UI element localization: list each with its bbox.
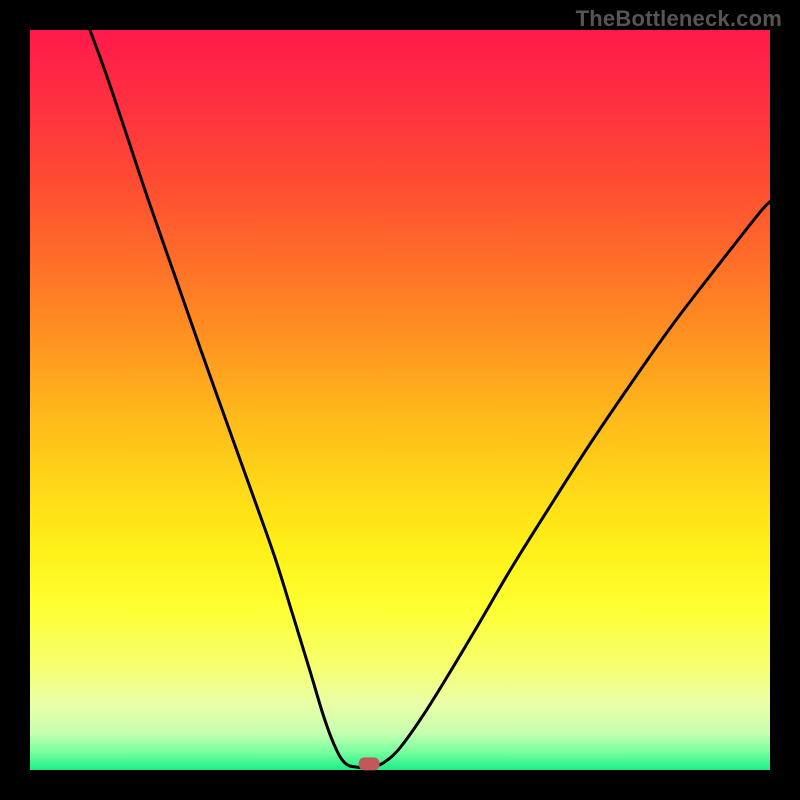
plot-area [30,30,770,770]
optimum-marker [359,757,380,770]
watermark-text: TheBottleneck.com [576,6,782,32]
gradient-background [30,30,770,770]
chart-frame: TheBottleneck.com [0,0,800,800]
chart-svg [30,30,770,770]
